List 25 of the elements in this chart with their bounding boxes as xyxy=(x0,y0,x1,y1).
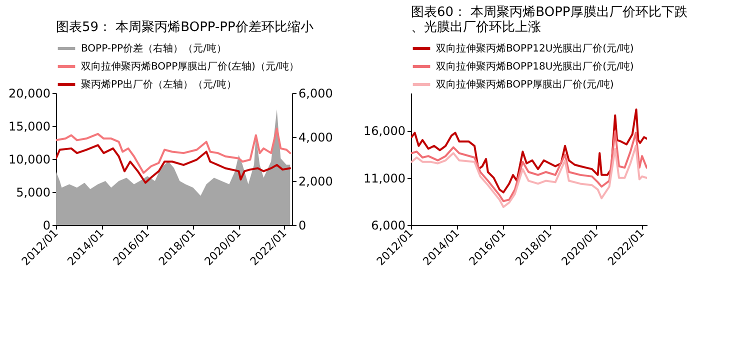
legend-label: 聚丙烯PP出厂价（左轴）（元/吨） xyxy=(81,78,236,90)
y2-tick-label: 6,000 xyxy=(298,86,333,100)
y-tick-label: 20,000 xyxy=(8,86,50,100)
line-series xyxy=(411,108,647,194)
chart-title: 图表60： 本周聚丙烯BOPP厚膜出厂价环比下跌、光膜出厂价环比上涨 xyxy=(411,5,688,35)
y-tick-label: 15,000 xyxy=(8,120,50,134)
y2-tick-label: 2,000 xyxy=(298,174,333,188)
y-tick-label: 0 xyxy=(42,218,50,232)
y2-tick-label: 4,000 xyxy=(298,130,333,144)
line-series xyxy=(411,130,647,202)
legend-label: BOPP-PP价差（右轴）（元/吨） xyxy=(81,42,226,54)
y-tick-label: 5,000 xyxy=(16,186,50,200)
legend-label: 双向拉伸聚丙烯BOPP12U光膜出厂价(元/吨) xyxy=(436,42,634,54)
line-series xyxy=(56,144,292,184)
chart-title: 图表59： 本周聚丙烯BOPP-PP价差环比缩小 xyxy=(56,20,314,35)
legend-label: 双向拉伸聚丙烯BOPP18U光膜出厂价(元/吨) xyxy=(436,60,634,72)
y-tick-label: 11,000 xyxy=(364,171,406,186)
y-tick-label: 6,000 xyxy=(371,218,406,232)
legend-label: 双向拉伸聚丙烯BOPP厚膜出厂价(元/吨) xyxy=(436,78,614,90)
line-series xyxy=(56,128,292,174)
y-tick-label: 10,000 xyxy=(8,152,50,166)
legend-label: 双向拉伸聚丙烯BOPP厚膜出厂价(左轴)（元/吨） xyxy=(81,60,299,72)
line-series xyxy=(411,144,647,208)
y-tick-label: 16,000 xyxy=(364,124,406,138)
y2-tick-label: 0 xyxy=(298,218,306,232)
